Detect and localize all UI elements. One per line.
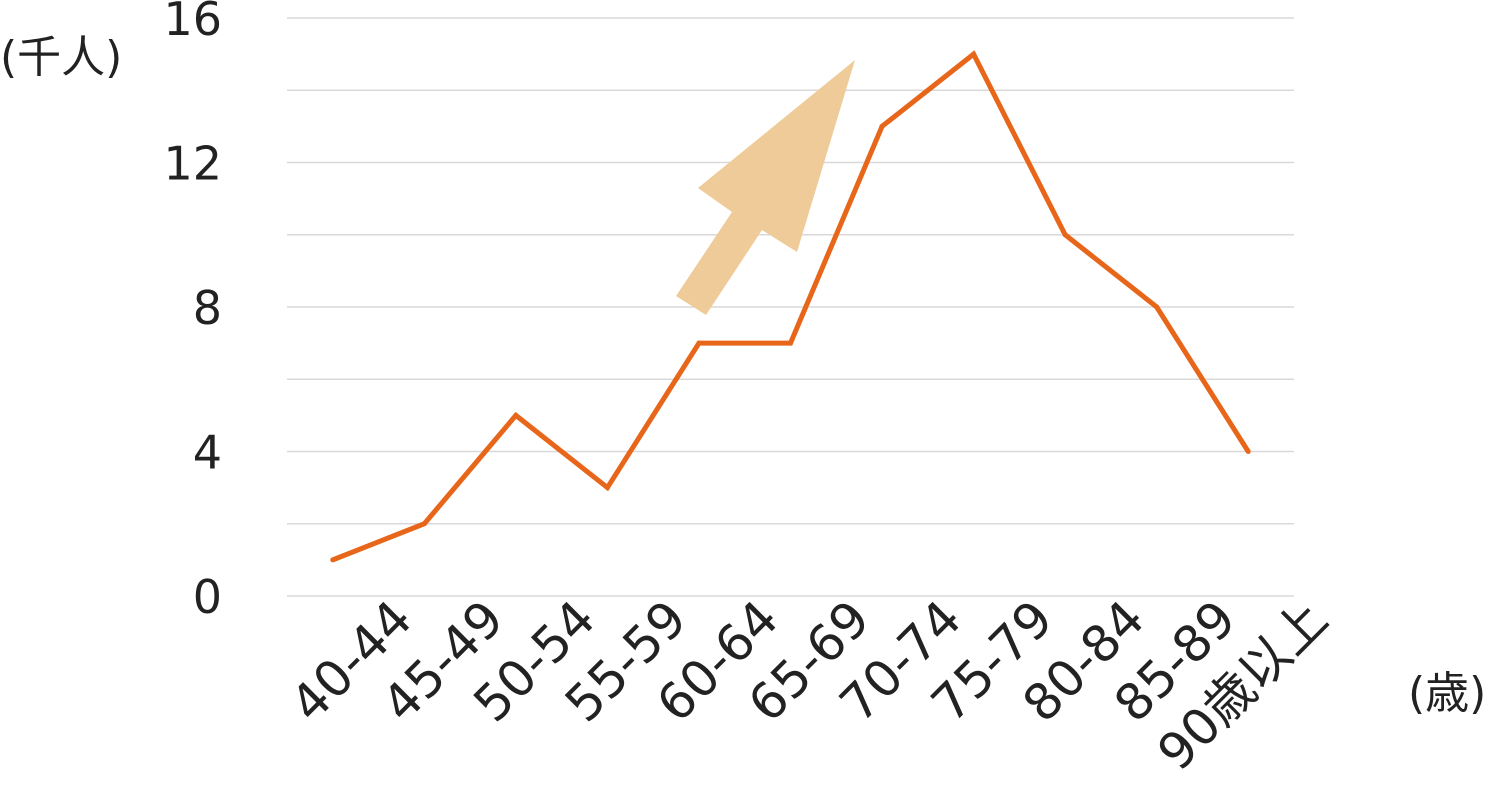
data-point	[696, 340, 702, 346]
y-tick-label: 0	[193, 570, 222, 624]
x-tick-labels: 40-4445-4950-5455-5960-6465-6970-7475-79…	[280, 589, 1339, 781]
data-point	[421, 521, 427, 527]
data-point	[1245, 449, 1251, 454]
data-points	[330, 51, 1251, 563]
x-axis-label: (歳)	[1408, 668, 1486, 719]
data-point	[1062, 232, 1068, 238]
y-tick-label: 8	[193, 281, 222, 335]
data-point	[879, 123, 885, 129]
data-point	[971, 51, 977, 57]
y-tick-label: 16	[163, 0, 222, 46]
data-point	[330, 557, 336, 563]
data-point	[513, 412, 519, 418]
upward-arrow	[676, 60, 855, 315]
data-point	[604, 485, 610, 491]
data-point	[1154, 304, 1160, 310]
y-axis-label: (千人)	[0, 32, 122, 83]
y-tick-label: 4	[193, 426, 222, 480]
y-tick-label: 12	[163, 137, 222, 191]
data-point	[788, 340, 793, 346]
y-tick-labels: 0 4 8 12 16	[163, 0, 222, 624]
